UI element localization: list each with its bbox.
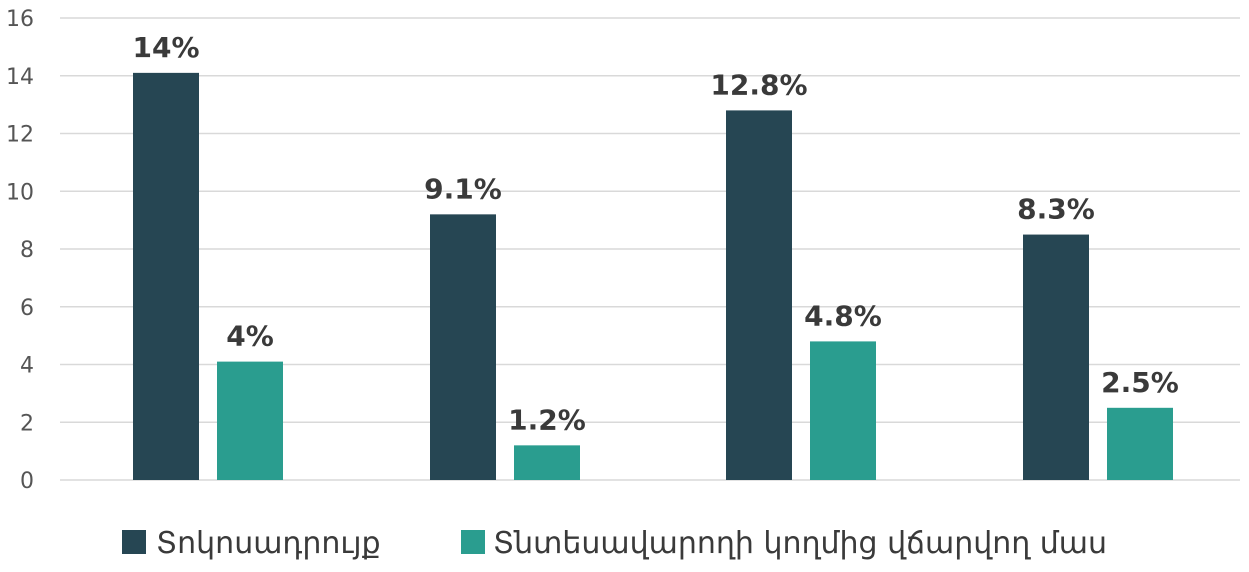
y-axis: 0 2 4 6 8 10 12 14 16 [6,7,34,494]
legend: Տոկոսադրույք Տնտեսավարողի կողմից վճարվող … [122,526,1107,561]
bar-series2-group2[interactable] [514,445,580,480]
legend-swatch-2 [461,530,485,554]
data-label: 4.8% [804,299,882,332]
y-tick-label: 14 [6,65,34,90]
y-tick-label: 12 [6,123,34,148]
y-tick-label: 2 [20,411,34,436]
data-label: 2.5% [1101,366,1179,399]
data-label: 4% [226,320,274,353]
bar-series1-group3[interactable] [726,110,792,481]
y-tick-label: 0 [20,469,34,494]
bar-series1-group1[interactable] [133,72,199,481]
y-tick-label: 10 [6,180,34,205]
y-tick-label: 6 [20,296,34,321]
bar-series2-group1[interactable] [217,361,283,480]
data-label: 9.1% [424,172,502,205]
data-label: 12.8% [710,68,807,101]
data-label: 1.2% [508,403,586,436]
bar-series1-group2[interactable] [430,214,496,480]
bars-layer [133,72,1173,481]
legend-label-1: Տոկոսադրույք [156,526,381,561]
y-tick-label: 4 [20,354,34,379]
y-tick-label: 16 [6,7,34,32]
bar-series2-group4[interactable] [1107,407,1173,480]
y-tick-label: 8 [20,238,34,263]
data-label: 8.3% [1017,193,1095,226]
bar-series1-group4[interactable] [1023,234,1089,480]
data-label: 14% [132,31,199,64]
bar-series2-group3[interactable] [810,341,876,480]
legend-swatch-1 [122,530,146,554]
legend-label-2: Տնտեսավարողի կողմից վճարվող մաս [493,526,1107,561]
data-labels-layer: 14% 9.1% 12.8% 8.3% 4% 1.2% 4.8% 2.5% [132,31,1178,436]
